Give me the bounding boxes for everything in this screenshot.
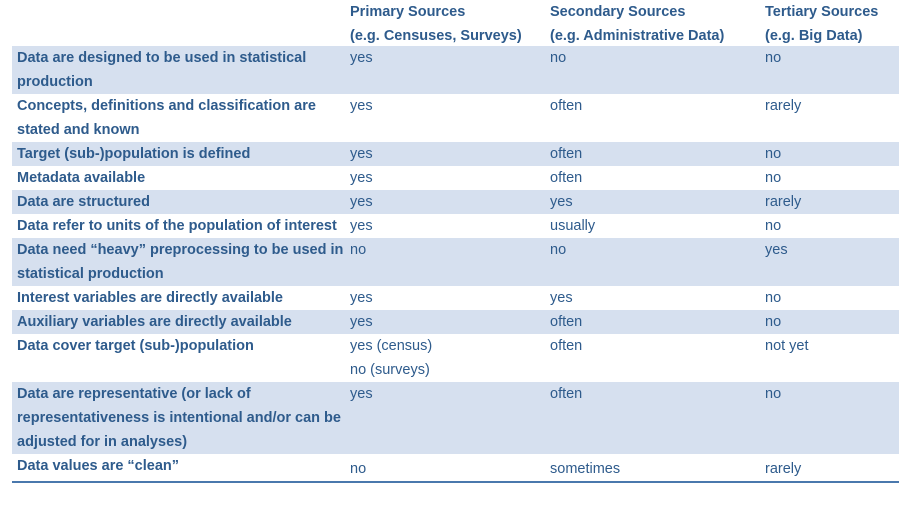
- row-label: Data are representative (or lack of repr…: [17, 386, 341, 450]
- secondary-value: no: [550, 242, 567, 258]
- primary-value: yes: [350, 218, 373, 234]
- secondary-value: usually: [550, 218, 596, 234]
- secondary-value: yes: [550, 194, 573, 210]
- row-label: Metadata available: [17, 170, 146, 186]
- secondary-value: often: [550, 386, 583, 402]
- table-body: Data are designed to be used in statisti…: [12, 46, 899, 483]
- tertiary-value: no: [765, 50, 782, 66]
- header-primary: Primary Sources (e.g. Censuses, Surveys): [350, 0, 550, 46]
- tertiary-value: no: [765, 170, 782, 186]
- tertiary-value: no: [765, 290, 782, 306]
- tertiary-value: rarely: [765, 194, 802, 210]
- row-label: Target (sub-)population is defined: [17, 146, 251, 162]
- table-row: Interest variables are directly availabl…: [12, 286, 899, 310]
- tertiary-value: rarely: [765, 98, 802, 114]
- row-label: Data need “heavy” preprocessing to be us…: [17, 242, 344, 282]
- comparison-table: Primary Sources (e.g. Censuses, Surveys)…: [12, 0, 899, 483]
- table-row: Data are designed to be used in statisti…: [12, 46, 899, 94]
- table-row: Data values are “clean” no sometimes rar…: [12, 454, 899, 483]
- primary-value: no: [350, 461, 367, 477]
- tertiary-value: no: [765, 218, 782, 234]
- table-header: Primary Sources (e.g. Censuses, Surveys)…: [12, 0, 899, 46]
- header-primary-title: Primary Sources: [350, 4, 466, 20]
- row-label: Interest variables are directly availabl…: [17, 290, 283, 306]
- primary-value: yes: [350, 50, 373, 66]
- tertiary-value: rarely: [765, 461, 802, 477]
- primary-value: yes: [350, 146, 373, 162]
- primary-value: yes: [350, 386, 373, 402]
- secondary-value: often: [550, 146, 583, 162]
- table-row: Auxiliary variables are directly availab…: [12, 310, 899, 334]
- tertiary-value: no: [765, 314, 782, 330]
- header-tertiary: Tertiary Sources (e.g. Big Data): [765, 0, 899, 46]
- secondary-value: often: [550, 170, 583, 186]
- row-label: Concepts, definitions and classification…: [17, 98, 316, 138]
- header-primary-example: (e.g. Censuses, Surveys): [350, 28, 522, 44]
- header-secondary-title: Secondary Sources: [550, 4, 686, 20]
- secondary-value: often: [550, 98, 583, 114]
- primary-value: yes: [350, 170, 373, 186]
- primary-value-surveys: no (surveys): [350, 362, 430, 378]
- table-row: Metadata available yes often no: [12, 166, 899, 190]
- header-secondary-example: (e.g. Administrative Data): [550, 28, 725, 44]
- tertiary-value: no: [765, 386, 782, 402]
- primary-value: yes (census) no (surveys): [350, 334, 550, 382]
- row-label: Data refer to units of the population of…: [17, 218, 337, 234]
- table-row: Concepts, definitions and classification…: [12, 94, 899, 142]
- primary-value-census: yes (census): [350, 338, 433, 354]
- header-empty-cell: [12, 0, 350, 46]
- header-tertiary-example: (e.g. Big Data): [765, 28, 863, 44]
- row-label: Data values are “clean”: [17, 458, 180, 474]
- tertiary-value: yes: [765, 242, 788, 258]
- header-secondary: Secondary Sources (e.g. Administrative D…: [550, 0, 765, 46]
- table-row: Data cover target (sub-)population yes (…: [12, 334, 899, 382]
- secondary-value: yes: [550, 290, 573, 306]
- secondary-value: no: [550, 50, 567, 66]
- primary-value: yes: [350, 290, 373, 306]
- row-label: Data are designed to be used in statisti…: [17, 50, 307, 90]
- table-row: Data refer to units of the population of…: [12, 214, 899, 238]
- primary-value: yes: [350, 98, 373, 114]
- tertiary-value: not yet: [765, 338, 809, 354]
- primary-value: yes: [350, 194, 373, 210]
- row-label: Data cover target (sub-)population: [17, 338, 254, 354]
- primary-value: yes: [350, 314, 373, 330]
- primary-value: no: [350, 242, 367, 258]
- secondary-value: often: [550, 314, 583, 330]
- table-row: Target (sub-)population is defined yes o…: [12, 142, 899, 166]
- table-row: Data are representative (or lack of repr…: [12, 382, 899, 454]
- row-label: Auxiliary variables are directly availab…: [17, 314, 292, 330]
- row-label: Data are structured: [17, 194, 150, 210]
- table-row: Data are structured yes yes rarely: [12, 190, 899, 214]
- tertiary-value: no: [765, 146, 782, 162]
- header-tertiary-title: Tertiary Sources: [765, 4, 879, 20]
- table-row: Data need “heavy” preprocessing to be us…: [12, 238, 899, 286]
- secondary-value: often: [550, 338, 583, 354]
- secondary-value: sometimes: [550, 461, 621, 477]
